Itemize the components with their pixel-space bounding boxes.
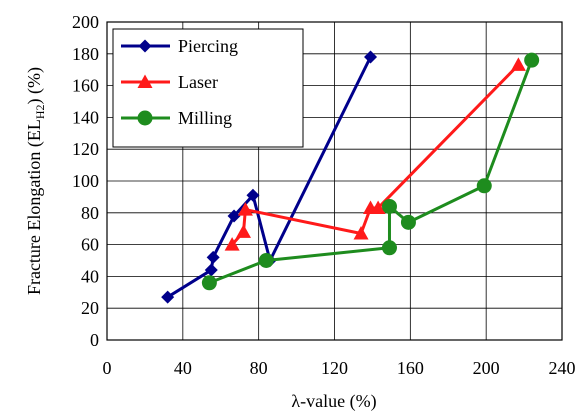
series-laser bbox=[224, 57, 526, 251]
data-point-laser bbox=[236, 224, 251, 238]
tick-labels: 0 20 40 60 80 100 120 140 160 180 200 0 40 80 120 160 20… bbox=[72, 12, 576, 378]
x-axis-title: λ-value (%) bbox=[291, 391, 376, 412]
data-point-milling bbox=[381, 240, 397, 256]
data-point-laser bbox=[237, 202, 253, 216]
x-tick-label: 200 bbox=[473, 358, 500, 378]
y-tick-label: 100 bbox=[72, 171, 99, 191]
legend-item-laser: Laser bbox=[121, 72, 218, 92]
x-tick-label: 0 bbox=[103, 358, 112, 378]
x-tick-label: 120 bbox=[321, 358, 348, 378]
y-tick-label: 20 bbox=[81, 298, 99, 318]
legend-label-laser: Laser bbox=[178, 72, 218, 92]
y-tick-label: 40 bbox=[81, 266, 99, 286]
y-tick-label: 200 bbox=[72, 12, 99, 32]
y-tick-label: 140 bbox=[72, 107, 99, 127]
x-tick-label: 40 bbox=[174, 358, 192, 378]
legend-item-piercing: Piercing bbox=[121, 36, 238, 56]
legend-label-piercing: Piercing bbox=[178, 36, 238, 56]
data-point-piercing bbox=[364, 50, 378, 64]
legend: Piercing Laser Milling bbox=[112, 28, 304, 148]
legend-marker-piercing bbox=[138, 39, 152, 53]
data-point-piercing bbox=[206, 250, 220, 264]
data-point-milling bbox=[400, 214, 416, 230]
y-axis-title-sub: H2 bbox=[33, 104, 47, 119]
data-point-milling bbox=[524, 52, 540, 68]
data-point-laser bbox=[224, 237, 240, 251]
series-milling bbox=[201, 52, 540, 291]
data-point-piercing bbox=[227, 209, 241, 223]
y-tick-label: 120 bbox=[72, 139, 99, 159]
data-point-piercing bbox=[161, 290, 175, 304]
data-point-milling bbox=[258, 253, 274, 268]
series-layer bbox=[161, 50, 540, 304]
y-tick-label: 80 bbox=[81, 203, 99, 223]
y-tick-label: 60 bbox=[81, 235, 99, 255]
data-point-laser bbox=[370, 200, 386, 215]
data-point-laser bbox=[510, 57, 526, 71]
y-axis-title-tail: ) (%) bbox=[24, 67, 45, 104]
x-tick-label: 80 bbox=[250, 358, 268, 378]
data-point-laser bbox=[353, 225, 369, 240]
x-tick-label: 240 bbox=[549, 358, 576, 378]
data-point-milling bbox=[201, 275, 217, 291]
data-point-piercing bbox=[246, 188, 260, 202]
legend-label-milling: Milling bbox=[178, 108, 232, 128]
plot-area bbox=[106, 21, 563, 341]
y-tick-label: 0 bbox=[90, 330, 99, 350]
legend-marker-laser bbox=[137, 74, 153, 88]
y-tick-label: 180 bbox=[72, 44, 99, 64]
legend-marker-milling bbox=[137, 110, 153, 126]
data-point-milling bbox=[381, 198, 397, 214]
legend-item-milling: Milling bbox=[121, 108, 232, 128]
y-axis-title-main: Fracture Elongation (EL bbox=[24, 119, 45, 295]
y-tick-label: 160 bbox=[72, 76, 99, 96]
y-axis-title: Fracture Elongation (ELH2) (%) bbox=[24, 67, 47, 295]
data-point-milling bbox=[476, 178, 492, 194]
x-tick-label: 160 bbox=[397, 358, 424, 378]
data-point-piercing bbox=[204, 263, 218, 277]
